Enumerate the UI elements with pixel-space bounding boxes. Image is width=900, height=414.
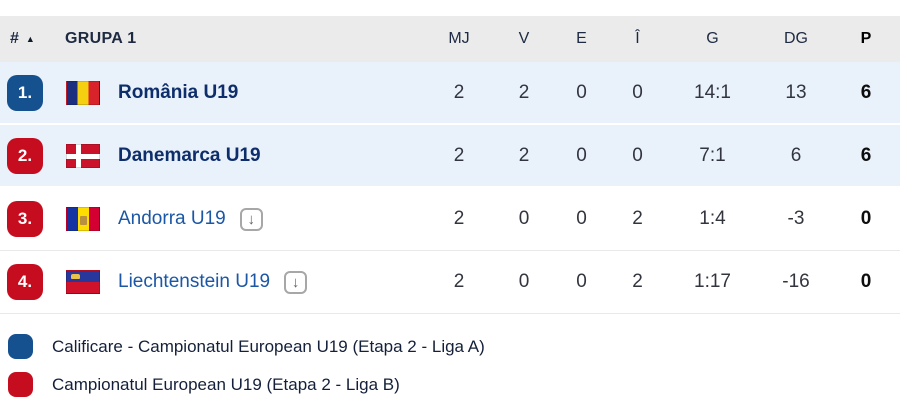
stat-matches-played: 2	[453, 208, 465, 229]
column-header-points[interactable]: P	[860, 30, 872, 47]
team-link[interactable]: România U19	[118, 81, 239, 103]
column-header-draws[interactable]: E	[576, 30, 587, 47]
sort-ascending-icon: ▲	[25, 33, 35, 44]
group-title: GRUPA 1	[65, 30, 137, 47]
stat-wins: 2	[518, 81, 530, 103]
rank-column-header[interactable]: # ▲	[0, 30, 55, 48]
legend: Calificare - Campionatul European U19 (E…	[0, 334, 900, 397]
stat-losses: 2	[632, 208, 643, 229]
liechtenstein-flag-icon	[66, 270, 100, 294]
rank-cell: 2.	[0, 137, 55, 174]
column-header-wins[interactable]: V	[518, 30, 530, 47]
stat-points: 6	[860, 81, 872, 103]
stat-points: 6	[860, 144, 872, 166]
stat-wins: 2	[518, 144, 530, 166]
stat-goal-diff: 6	[790, 144, 802, 166]
stat-draws: 0	[576, 271, 587, 292]
stat-goals: 7:1	[699, 144, 726, 166]
denmark-flag-icon	[66, 143, 100, 168]
red-legend-swatch-icon	[8, 372, 33, 397]
rank-badge: 4.	[7, 264, 43, 300]
rank-cell: 4.	[0, 264, 55, 300]
table-row-liechtenstein: 4. Liechtenstein U19 2 0 0 2 1:17 -16 0	[0, 251, 900, 314]
team-link[interactable]: Andorra U19	[118, 208, 226, 229]
rank-badge: 2.	[7, 137, 43, 174]
stat-points: 0	[860, 208, 872, 229]
table-header: # ▲ GRUPA 1 MJ V E Î G DG P	[0, 16, 900, 62]
rank-badge: 1.	[7, 74, 43, 111]
team-link[interactable]: Liechtenstein U19	[118, 271, 271, 292]
stat-goals: 14:1	[694, 81, 731, 103]
rank-column-label: #	[10, 30, 19, 47]
stat-draws: 0	[576, 144, 587, 166]
relegation-arrow-icon	[284, 270, 308, 294]
team-link[interactable]: Danemarca U19	[118, 144, 261, 166]
rank-cell: 3.	[0, 201, 55, 237]
column-header-matches-played[interactable]: MJ	[448, 30, 470, 47]
stat-matches-played: 2	[453, 144, 465, 166]
stat-wins: 0	[518, 271, 530, 292]
legend-item-league-b: Campionatul European U19 (Etapa 2 - Liga…	[8, 372, 900, 397]
stat-losses: 2	[632, 271, 643, 292]
andorra-flag-icon	[66, 207, 100, 231]
stat-matches-played: 2	[453, 271, 465, 292]
team-cell: România U19	[55, 80, 423, 105]
relegation-arrow-icon	[239, 207, 263, 231]
team-cell: Andorra U19	[55, 207, 423, 231]
legend-item-qualification: Calificare - Campionatul European U19 (E…	[8, 334, 900, 359]
stat-goals: 1:17	[694, 271, 731, 292]
stat-losses: 0	[632, 144, 643, 166]
blue-legend-swatch-icon	[8, 334, 33, 359]
legend-label: Campionatul European U19 (Etapa 2 - Liga…	[52, 374, 400, 394]
rank-cell: 1.	[0, 74, 55, 111]
table-row-danemarca: 2. Danemarca U19 2 2 0 0 7:1 6 6	[0, 125, 900, 188]
stat-matches-played: 2	[453, 81, 465, 103]
table-row-andorra: 3. Andorra U19 2 0 0 2 1:4 -3 0	[0, 188, 900, 251]
stat-points: 0	[860, 271, 872, 292]
stat-losses: 0	[632, 81, 643, 103]
legend-label: Calificare - Campionatul European U19 (E…	[52, 336, 485, 356]
column-header-losses[interactable]: Î	[635, 30, 640, 47]
stat-draws: 0	[576, 208, 587, 229]
team-cell: Danemarca U19	[55, 143, 423, 168]
stat-goal-diff: -3	[787, 208, 805, 229]
stat-wins: 0	[518, 208, 530, 229]
romania-flag-icon	[66, 80, 100, 105]
column-header-goals[interactable]: G	[706, 30, 719, 47]
stat-draws: 0	[576, 81, 587, 103]
column-header-goal-diff[interactable]: DG	[784, 30, 808, 47]
rank-badge: 3.	[7, 201, 43, 237]
table-row-romania: 1. România U19 2 2 0 0 14:1 13 6	[0, 62, 900, 125]
stat-goal-diff: 13	[785, 81, 807, 103]
stat-goal-diff: -16	[782, 271, 810, 292]
stat-goals: 1:4	[699, 208, 726, 229]
team-cell: Liechtenstein U19	[55, 270, 423, 294]
